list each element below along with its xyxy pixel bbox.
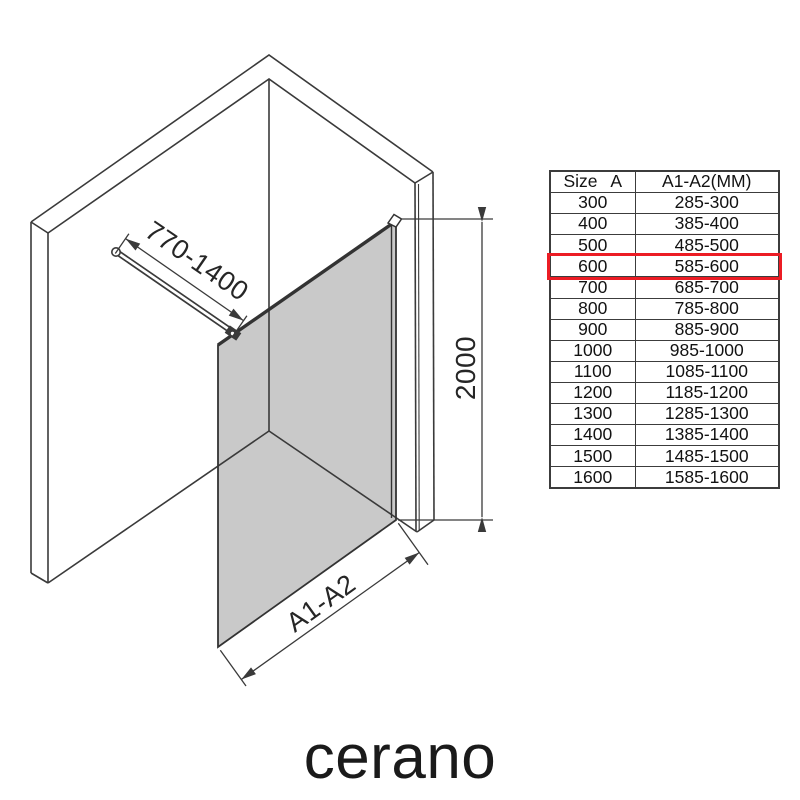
table-row: 1200 1185-1200 <box>549 381 780 405</box>
dimension-line <box>125 238 244 322</box>
table-row: 900 885-900 <box>549 318 780 341</box>
table-row: 500 485-500 <box>549 234 780 257</box>
table-cell: 385-400 <box>634 213 780 236</box>
table-cell: 585-600 <box>634 255 780 278</box>
table-cell: 1285-1300 <box>634 403 780 426</box>
table-cell: 1185-1200 <box>634 381 780 405</box>
glass-panel <box>217 213 403 649</box>
table-row-highlighted: 600 585-600 <box>547 252 782 280</box>
table-row: 700 685-700 <box>549 276 780 299</box>
table-row: 1500 1485-1500 <box>549 445 780 468</box>
arrowhead <box>125 238 141 251</box>
left-floor-edge <box>47 430 270 584</box>
table-cell: 1200 <box>549 381 636 405</box>
table-header-cell: Size A <box>549 170 636 194</box>
table-cell: 900 <box>549 318 636 341</box>
table-cell: 1100 <box>549 360 636 383</box>
extension-line <box>219 649 247 687</box>
right-floor-edge <box>268 430 418 533</box>
arrowhead <box>477 517 487 532</box>
table-header-row: Size A A1-A2(MM) <box>549 170 780 194</box>
wall-outer-top-edge <box>30 54 434 223</box>
walls-and-floor <box>30 54 435 584</box>
table-cell: 985-1000 <box>634 339 780 362</box>
right-wall-top-face-edge <box>414 171 434 184</box>
table-row: 1000 985-1000 <box>549 339 780 362</box>
table-row: 300 285-300 <box>549 192 780 215</box>
table-cell: 700 <box>549 276 636 299</box>
right-wall-bottom-face-edge <box>416 519 435 533</box>
dimension-line <box>240 551 420 681</box>
table-row: 1300 1285-1300 <box>549 403 780 426</box>
dimension-width <box>219 522 429 687</box>
table-cell: 600 <box>549 255 636 278</box>
table-cell: 1385-1400 <box>634 424 780 447</box>
wall-profile-edge <box>417 183 420 532</box>
table-cell: 885-900 <box>634 318 780 341</box>
wall-bracket-cap <box>386 213 403 228</box>
support-bar-upper-line <box>118 250 234 331</box>
table-row: 1400 1385-1400 <box>549 424 780 447</box>
support-bar-lower-line <box>116 254 232 335</box>
brand-logo: cerano <box>303 723 497 792</box>
arrowhead <box>241 667 256 680</box>
table-cell: 685-700 <box>634 276 780 299</box>
table-cell: 1400 <box>549 424 636 447</box>
left-wall-bottom-face-edge <box>30 572 49 584</box>
table-row: 1600 1585-1600 <box>549 466 780 489</box>
table-row: 800 785-800 <box>549 297 780 320</box>
extension-line <box>232 315 248 336</box>
extension-line <box>114 233 130 254</box>
table-cell: 1600 <box>549 466 636 489</box>
size-table-head: Size A A1-A2(MM) <box>549 170 780 194</box>
height-label: 2000 <box>450 336 481 400</box>
table-cell: 785-800 <box>634 297 780 320</box>
table-cell: 500 <box>549 234 636 257</box>
table-cell: 285-300 <box>634 192 780 215</box>
size-table: Size A A1-A2(MM) 300 285-300 400 385-400 500 4… <box>547 170 782 490</box>
right-wall-outer-edge <box>432 171 435 521</box>
table-cell: 1485-1500 <box>634 445 780 468</box>
table-cell: 1000 <box>549 339 636 362</box>
dimension-bar-range <box>114 233 248 336</box>
extension-line <box>397 522 429 566</box>
table-cell: 1085-1100 <box>634 360 780 383</box>
table-cell: 1585-1600 <box>634 466 780 489</box>
size-table-body: 300 285-300 400 385-400 500 485-500 600 585-600… <box>547 192 782 489</box>
table-cell: 485-500 <box>634 234 780 257</box>
table-cell: 800 <box>549 297 636 320</box>
left-wall-top-face-edge <box>30 221 49 234</box>
glass-panel-fill <box>218 221 396 647</box>
table-cell: 1500 <box>549 445 636 468</box>
table-row: 1100 1085-1100 <box>549 360 780 383</box>
table-cell: 300 <box>549 192 636 215</box>
wall-inner-top-edge <box>47 78 416 234</box>
table-cell: 400 <box>549 213 636 236</box>
glass-top-edge <box>217 219 397 347</box>
arrowhead <box>404 552 420 565</box>
table-row: 400 385-400 <box>549 213 780 236</box>
table-header-cell: A1-A2(MM) <box>634 170 780 194</box>
arrowhead <box>228 308 244 321</box>
table-cell: 1300 <box>549 403 636 426</box>
right-wall-inner-edge <box>414 182 417 532</box>
size-table-container: Size A A1-A2(MM) 300 285-300 400 385-400 500 4… <box>547 170 782 490</box>
dimension-height <box>398 207 493 532</box>
arrowhead <box>477 207 487 222</box>
